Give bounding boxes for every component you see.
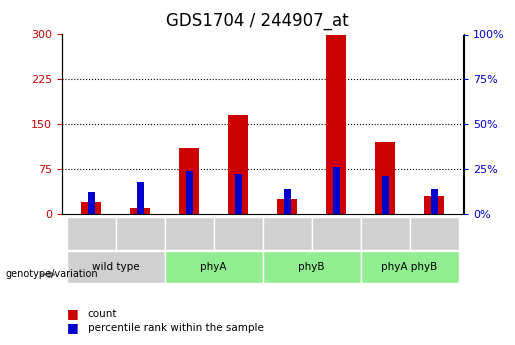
- Bar: [431, 189, 438, 214]
- Text: GDS1704 / 244907_at: GDS1704 / 244907_at: [166, 12, 349, 30]
- Bar: [360, 217, 409, 250]
- Bar: [312, 217, 360, 250]
- Bar: [116, 217, 165, 250]
- Text: ■: ■: [67, 307, 79, 321]
- Bar: [179, 148, 199, 214]
- Bar: [88, 193, 95, 214]
- Bar: [186, 171, 193, 214]
- Text: genotype/variation: genotype/variation: [5, 269, 98, 279]
- Bar: [327, 34, 346, 214]
- Bar: [81, 202, 101, 214]
- Bar: [228, 115, 248, 214]
- Bar: [67, 217, 116, 250]
- Bar: [375, 142, 395, 214]
- Text: percentile rank within the sample: percentile rank within the sample: [88, 323, 264, 333]
- Bar: [409, 217, 458, 250]
- Bar: [165, 217, 214, 250]
- Bar: [130, 208, 150, 214]
- Text: ■: ■: [67, 321, 79, 334]
- Bar: [284, 189, 290, 214]
- Bar: [263, 217, 312, 250]
- Bar: [67, 252, 165, 283]
- Bar: [214, 217, 263, 250]
- Bar: [278, 199, 297, 214]
- Text: phyB: phyB: [298, 262, 325, 272]
- Bar: [424, 196, 444, 214]
- Text: phyA: phyA: [200, 262, 227, 272]
- Bar: [360, 252, 458, 283]
- Bar: [165, 252, 263, 283]
- Bar: [263, 252, 360, 283]
- Text: wild type: wild type: [92, 262, 140, 272]
- Bar: [235, 175, 242, 214]
- Text: phyA phyB: phyA phyB: [382, 262, 438, 272]
- Bar: [333, 167, 339, 214]
- Bar: [382, 176, 388, 214]
- Bar: [137, 181, 144, 214]
- Text: count: count: [88, 309, 117, 319]
